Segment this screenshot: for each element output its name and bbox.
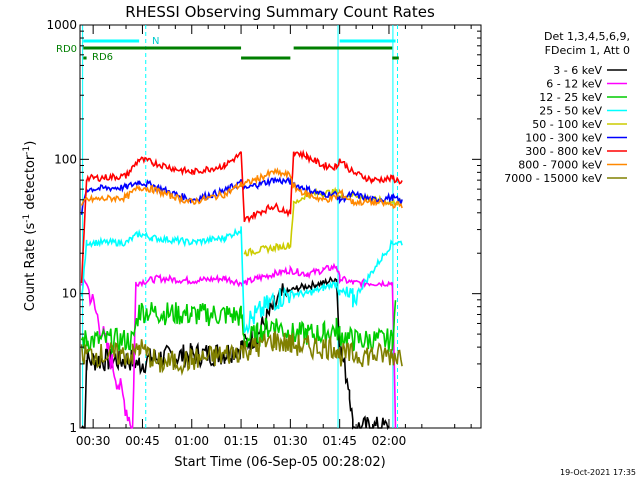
series-group: [80, 149, 403, 431]
x-tick-label: 00:30: [76, 434, 111, 448]
x-tick-label: 01:45: [322, 434, 357, 448]
legend-header-line: Det 1,3,4,5,6,9,: [544, 30, 630, 43]
rd0-label: RD0: [56, 44, 77, 55]
x-tick-label: 01:30: [273, 434, 308, 448]
render-timestamp: 19-Oct-2021 17:35: [560, 468, 636, 477]
saa-label: N: [152, 36, 159, 47]
y-tick-label: 10: [62, 287, 77, 301]
legend-label: 3 - 6 keV: [553, 64, 602, 77]
x-axis-label: Start Time (06-Sep-05 00:28:02): [174, 455, 385, 470]
series-line-8: [80, 167, 403, 209]
y-tick-label: 1000: [46, 18, 77, 32]
y-tick-label: 1: [69, 421, 77, 435]
legend-label: 50 - 100 keV: [532, 118, 602, 131]
series-line-6: [80, 176, 403, 215]
x-tick-label: 01:15: [224, 434, 259, 448]
y-axis-label: Count Rate (s-1 detector-1): [22, 141, 38, 312]
chart-title: RHESSI Observing Summary Count Rates: [125, 3, 435, 21]
axes: 1 10 100 1000 00:30 00:45 01:00 01:15 01:30 01:45…: [46, 18, 481, 448]
y-axis-label-sup1: -1: [22, 214, 32, 223]
series-line-3: [80, 300, 397, 356]
x-tick-label: 01:00: [174, 434, 209, 448]
legend-label: 100 - 300 keV: [525, 132, 602, 145]
x-tick-label: 02:00: [372, 434, 407, 448]
legend: Det 1,3,4,5,6,9,FDecim 1, Att 0 3 - 6 keV…: [504, 30, 630, 185]
y-tick-label: 100: [54, 152, 77, 166]
x-tick-label: 00:45: [125, 434, 160, 448]
legend-label: 6 - 12 keV: [546, 78, 602, 91]
legend-label: 12 - 25 keV: [539, 91, 602, 104]
rd6-label: RD6: [92, 52, 113, 63]
svg-text:Count Rate (s-1 detector-1): Count Rate (s-1 detector-1): [22, 141, 38, 312]
y-axis-label-main: Count Rate (s: [23, 223, 38, 312]
legend-header-line: FDecim 1, Att 0: [545, 44, 630, 57]
legend-label: 7000 - 15000 keV: [504, 172, 602, 185]
y-axis-label-mid: detector: [23, 154, 38, 214]
series-line-9: [80, 331, 403, 377]
y-axis-label-sup2: -1: [22, 146, 32, 155]
legend-label: 300 - 800 keV: [525, 145, 602, 158]
legend-label: 25 - 50 keV: [539, 105, 602, 118]
y-axis-label-end: ): [23, 141, 38, 146]
legend-label: 800 - 7000 keV: [518, 159, 602, 172]
plot-frame: [79, 24, 482, 429]
series-line-7: [80, 149, 403, 284]
series-line-4: [80, 226, 403, 335]
